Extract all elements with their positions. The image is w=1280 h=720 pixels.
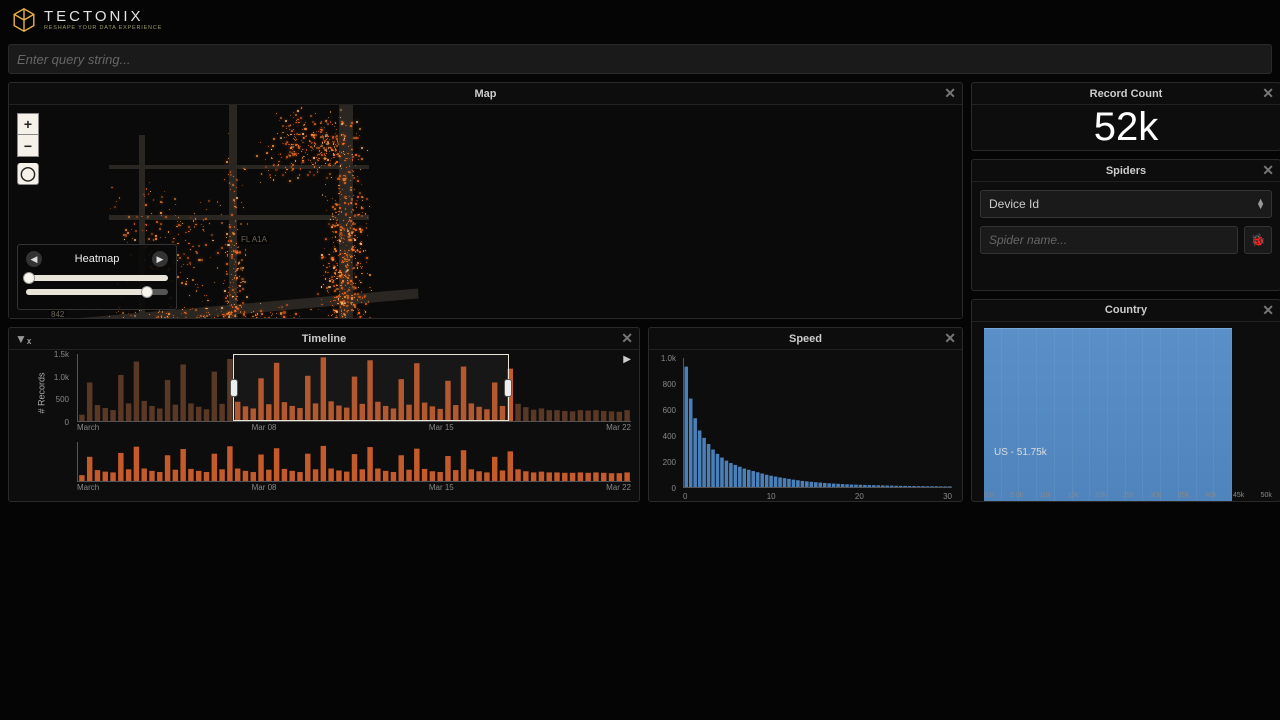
timeline-chart-area-small[interactable]: [77, 442, 631, 482]
timeline-ylabel: # Records: [37, 372, 47, 413]
app-header: TECTONIX RESHAPE YOUR DATA EXPERIENCE: [0, 0, 1280, 40]
country-label: US - 51.75k: [994, 447, 1047, 458]
heatmap-slider-1[interactable]: [26, 275, 168, 281]
close-icon[interactable]: ✕: [1262, 303, 1274, 317]
close-icon[interactable]: ✕: [1262, 86, 1274, 100]
record-count-title: Record Count: [1090, 88, 1163, 100]
record-count-value: 52k: [972, 105, 1280, 150]
device-id-select[interactable]: Device Id ▲▼: [980, 190, 1272, 218]
record-count-header: Record Count ✕: [972, 83, 1280, 105]
speed-title: Speed: [789, 333, 822, 345]
select-caret-icon: ▲▼: [1256, 199, 1265, 210]
lasso-button[interactable]: ◯: [17, 163, 39, 185]
map-title: Map: [475, 88, 497, 100]
query-input[interactable]: [17, 52, 1263, 67]
country-header: Country ✕: [972, 300, 1280, 322]
logo-text: TECTONIX RESHAPE YOUR DATA EXPERIENCE: [44, 9, 162, 32]
speed-body: 1.0k8006004002000 0102030: [649, 350, 962, 501]
slider-thumb[interactable]: [141, 286, 153, 298]
brand-logo: TECTONIX RESHAPE YOUR DATA EXPERIENCE: [10, 6, 162, 34]
bottom-row: ▼ₓ Timeline ✕ ▶ # Records 1.5k1.0k5000: [8, 327, 963, 502]
spider-run-button[interactable]: 🐞: [1244, 226, 1272, 254]
country-body: US - 51.75k 0.05.0k10k15k20k25k30k35k40k…: [972, 322, 1280, 501]
timeline-selection[interactable]: [233, 354, 510, 421]
map-body[interactable]: FL A1A842842842FL A1A + − ◯ ✚ ◀ Heatmap …: [9, 105, 962, 318]
record-count-panel: Record Count ✕ 52k: [971, 82, 1280, 151]
country-bar[interactable]: US - 51.75k: [984, 328, 1232, 501]
speed-header: Speed ✕: [649, 328, 962, 350]
spiders-body: Device Id ▲▼ 🐞: [972, 182, 1280, 290]
timeline-xticks: MarchMar 08Mar 15Mar 22: [77, 423, 631, 432]
speed-panel: Speed ✕ 1.0k8006004002000 0102030: [648, 327, 963, 502]
heatmap-slider-2[interactable]: [26, 289, 168, 295]
selection-handle-left[interactable]: [230, 379, 238, 397]
close-icon[interactable]: ✕: [1262, 163, 1274, 177]
close-icon[interactable]: ✕: [621, 331, 633, 345]
timeline-panel: ▼ₓ Timeline ✕ ▶ # Records 1.5k1.0k5000: [8, 327, 640, 502]
map-panel-header: Map ✕: [9, 83, 962, 105]
close-icon[interactable]: ✕: [944, 331, 956, 345]
spiders-panel: Spiders ✕ Device Id ▲▼ 🐞: [971, 159, 1280, 291]
timeline-chart-top: # Records 1.5k1.0k5000 MarchMar 08Mar 15…: [49, 354, 631, 432]
timeline-title: Timeline: [302, 333, 346, 345]
select-value: Device Id: [989, 197, 1039, 211]
zoom-out-button[interactable]: −: [17, 135, 39, 157]
selection-handle-right[interactable]: [504, 379, 512, 397]
timeline-chart-bottom: MarchMar 08Mar 15Mar 22: [49, 442, 631, 492]
heatmap-title: Heatmap: [75, 253, 120, 265]
heatmap-next-button[interactable]: ▶: [152, 251, 168, 267]
heatmap-prev-button[interactable]: ◀: [26, 251, 42, 267]
timeline-header: ▼ₓ Timeline ✕: [9, 328, 639, 350]
country-panel: Country ✕ US - 51.75k 0.05.0k10k15k20k25…: [971, 299, 1280, 502]
zoom-in-button[interactable]: +: [17, 113, 39, 135]
map-controls: + − ◯: [17, 113, 39, 185]
timeline-body: ▶ # Records 1.5k1.0k5000 MarchMar 08Mar …: [9, 350, 639, 501]
bug-icon: 🐞: [1251, 233, 1266, 247]
spider-name-field[interactable]: [980, 226, 1238, 254]
spider-name-input[interactable]: [989, 233, 1229, 247]
country-xticks: 0.05.0k10k15k20k25k30k35k40k45k50k: [984, 492, 1272, 499]
timeline-chart-area[interactable]: [77, 354, 631, 422]
brand-name: TECTONIX: [44, 9, 162, 24]
speed-xticks: 0102030: [683, 492, 952, 501]
country-title: Country: [1105, 304, 1147, 316]
filter-icon[interactable]: ▼ₓ: [15, 332, 31, 346]
slider-thumb[interactable]: [23, 272, 35, 284]
query-bar[interactable]: [8, 44, 1272, 74]
timeline-xticks: MarchMar 08Mar 15Mar 22: [77, 483, 631, 492]
spiders-header: Spiders ✕: [972, 160, 1280, 182]
logo-icon: [10, 6, 38, 34]
brand-tagline: RESHAPE YOUR DATA EXPERIENCE: [44, 26, 162, 32]
spiders-title: Spiders: [1106, 165, 1146, 177]
heatmap-control: ◀ Heatmap ▶: [17, 244, 177, 310]
close-icon[interactable]: ✕: [944, 86, 956, 100]
speed-chart[interactable]: 1.0k8006004002000: [683, 358, 952, 488]
map-panel: Map ✕ FL A1A842842842FL A1A + − ◯ ✚ ◀ He…: [8, 82, 963, 319]
